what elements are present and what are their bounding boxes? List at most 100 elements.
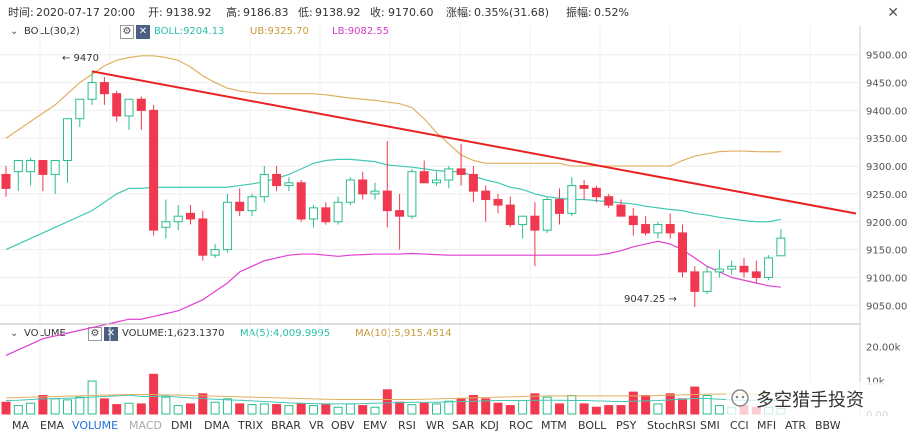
volume-bar: [579, 403, 589, 415]
boll-lower-line: [5, 240, 781, 356]
candle-body: [112, 93, 122, 117]
volume-tick-label: 10k: [866, 376, 885, 387]
close-icon[interactable]: ✕: [887, 5, 899, 21]
price-chart[interactable]: 9500.00 9450.00 9400.00 9350.00 9300.00 9250.…: [0, 0, 917, 416]
price-tick-label: 9250.00: [866, 190, 907, 201]
tab-bbw[interactable]: BBW: [815, 419, 841, 432]
volume-remove-icon[interactable]: ✕: [104, 327, 118, 341]
tab-trix[interactable]: TRIX: [238, 419, 264, 432]
volume-ma-lines: [5, 393, 781, 405]
tab-smi[interactable]: SMI: [700, 419, 720, 432]
tab-roc[interactable]: ROC: [509, 419, 533, 432]
amplitude-value: 0.52%: [594, 6, 629, 19]
tab-ma[interactable]: MA: [12, 419, 30, 432]
settings-icon[interactable]: ⚙: [120, 25, 134, 39]
candle-body: [161, 221, 171, 228]
low-annotation: 9047.25 →: [624, 294, 677, 305]
tab-kdj[interactable]: KDJ: [480, 419, 499, 432]
candle-body: [63, 118, 72, 162]
change-label: 涨幅:: [446, 6, 472, 19]
vol-ma5-value: MA(5):4,009.9995: [240, 328, 331, 339]
candle-body: [518, 215, 528, 226]
volume-bar: [75, 396, 85, 415]
candle-body: [665, 224, 675, 234]
tab-ema[interactable]: EMA: [40, 419, 64, 432]
tab-sar[interactable]: SAR: [452, 419, 475, 432]
candle-body: [272, 173, 282, 187]
boll-value: BOLL:9204.13: [154, 26, 225, 37]
price-tick-label: 9050.00: [866, 301, 907, 312]
tab-obv[interactable]: OBV: [331, 419, 355, 432]
tab-vr[interactable]: VR: [309, 419, 325, 432]
tab-rsi[interactable]: RSI: [398, 419, 416, 432]
vol-ma10-value: MA(10):5,915.4514: [355, 328, 452, 339]
candle-body: [678, 232, 687, 273]
volume-bar: [222, 398, 232, 415]
tab-macd[interactable]: MACD: [129, 419, 162, 432]
candle-body: [616, 204, 626, 217]
price-tick-label: 9150.00: [866, 246, 907, 257]
candle-body: [247, 196, 257, 212]
tab-psy[interactable]: PSY: [616, 419, 637, 432]
volume-bar: [653, 403, 663, 415]
high-value: 9186.83: [243, 6, 289, 19]
close-value: 9170.60: [388, 6, 434, 19]
candle-body: [186, 212, 195, 220]
time-label: 时间:: [8, 6, 34, 19]
volume-ma10-line: [5, 393, 781, 401]
indicator-tabs: MA EMA VOLUME MACD DMI DMA TRIX BRAR VR OBV EMV RSI…: [0, 416, 860, 436]
boll-upper-line: [5, 55, 781, 167]
volume-bar: [382, 389, 392, 415]
volume-bar: [63, 399, 72, 415]
candle-body: [481, 190, 491, 200]
volume-bar: [124, 402, 134, 415]
tab-boll[interactable]: BOLL: [578, 419, 607, 432]
tab-cci[interactable]: CCI: [730, 419, 749, 432]
volume-bar: [702, 395, 712, 415]
remove-indicator-icon[interactable]: ✕: [136, 25, 150, 39]
candle-body: [345, 179, 355, 203]
volume-bar: [481, 398, 491, 415]
candle-body: [468, 173, 478, 192]
volume-bar: [99, 398, 109, 415]
candle-body: [714, 268, 724, 273]
volume-collapse-chevron-icon[interactable]: ⌄: [10, 328, 19, 339]
candle-body: [505, 204, 515, 226]
candlesticks: [1, 71, 786, 307]
tab-dma[interactable]: DMA: [204, 419, 230, 432]
tab-volume[interactable]: VOLUME: [72, 419, 119, 432]
volume-value: VOLUME:1,623.1370: [122, 328, 225, 339]
volume-bar: [665, 393, 675, 415]
candle-body: [530, 215, 540, 231]
collapse-chevron-icon[interactable]: ⌄: [10, 26, 19, 37]
tab-brar[interactable]: BRAR: [271, 419, 301, 432]
price-tick-label: 9200.00: [866, 218, 907, 229]
tab-emv[interactable]: EMV: [363, 419, 387, 432]
boll-mid-line: [5, 158, 782, 251]
time-value: 2020-07-17 20:00: [36, 6, 136, 19]
volume-bar: [518, 400, 528, 415]
volume-bar: [235, 403, 245, 415]
chart-grid: [0, 26, 860, 416]
candle-body: [739, 265, 749, 273]
candle-body: [99, 82, 109, 95]
volume-bar: [604, 405, 614, 415]
candle-body: [727, 265, 737, 270]
volume-bar: [284, 405, 294, 415]
tab-atr[interactable]: ATR: [785, 419, 807, 432]
tab-mtm[interactable]: MTM: [541, 419, 567, 432]
amplitude-label: 振幅:: [566, 6, 592, 19]
volume-bar: [628, 391, 638, 415]
tab-stochrsi[interactable]: StochRSI: [647, 419, 696, 432]
candle-body: [198, 218, 208, 256]
tab-wr[interactable]: WR: [426, 419, 445, 432]
price-tick-label: 9100.00: [866, 273, 907, 284]
volume-bars: [1, 373, 786, 415]
tab-dmi[interactable]: DMI: [171, 419, 193, 432]
candle-body: [13, 160, 23, 173]
volume-bar: [358, 405, 368, 415]
tab-mfi[interactable]: MFI: [757, 419, 777, 432]
candle-body: [333, 201, 343, 223]
candle-body: [641, 224, 651, 234]
candle-body: [296, 182, 306, 220]
